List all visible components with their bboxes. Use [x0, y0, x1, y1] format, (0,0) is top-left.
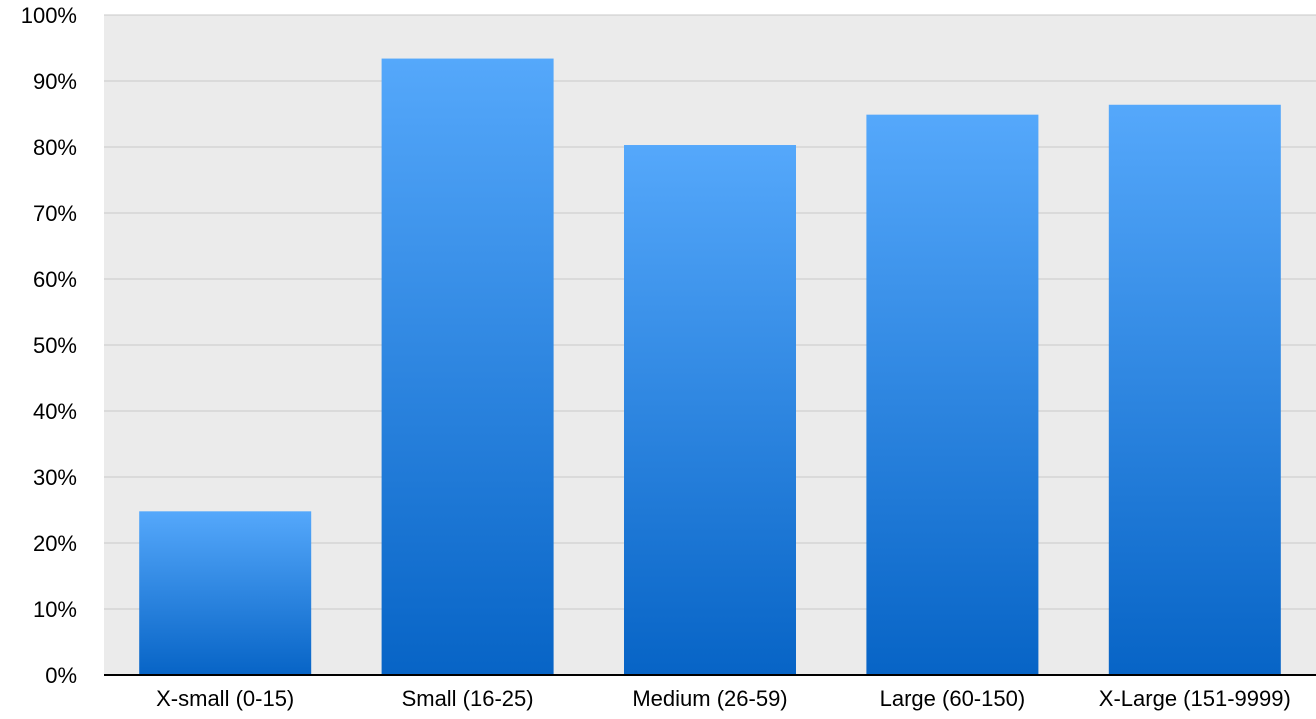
y-tick-label: 10%: [33, 597, 77, 622]
y-tick-label: 40%: [33, 399, 77, 424]
y-tick-label: 30%: [33, 465, 77, 490]
bar: [624, 145, 796, 675]
y-tick-label: 80%: [33, 135, 77, 160]
x-tick-label: Medium (26-59): [632, 686, 787, 711]
x-axis-tick-labels: X-small (0-15) Small (16-25) Medium (26-59…: [156, 686, 1291, 711]
y-tick-label: 60%: [33, 267, 77, 292]
y-tick-label: 0%: [45, 663, 77, 688]
x-tick-label: Small (16-25): [402, 686, 534, 711]
bars: [139, 58, 1281, 676]
y-tick-label: 90%: [33, 69, 77, 94]
x-tick-label: X-Large (151-9999): [1099, 686, 1291, 711]
bar: [866, 114, 1039, 675]
x-tick-label: Large (60-150): [880, 686, 1026, 711]
x-tick-label: X-small (0-15): [156, 686, 294, 711]
y-axis-tick-labels: 0% 10% 20% 30% 40% 50% 60% 70% 80% 90% 100%: [21, 3, 77, 688]
y-tick-label: 50%: [33, 333, 77, 358]
bar: [1108, 104, 1281, 675]
y-tick-label: 100%: [21, 3, 77, 28]
y-tick-label: 20%: [33, 531, 77, 556]
y-tick-label: 70%: [33, 201, 77, 226]
bar: [139, 511, 312, 675]
bar: [381, 58, 554, 676]
